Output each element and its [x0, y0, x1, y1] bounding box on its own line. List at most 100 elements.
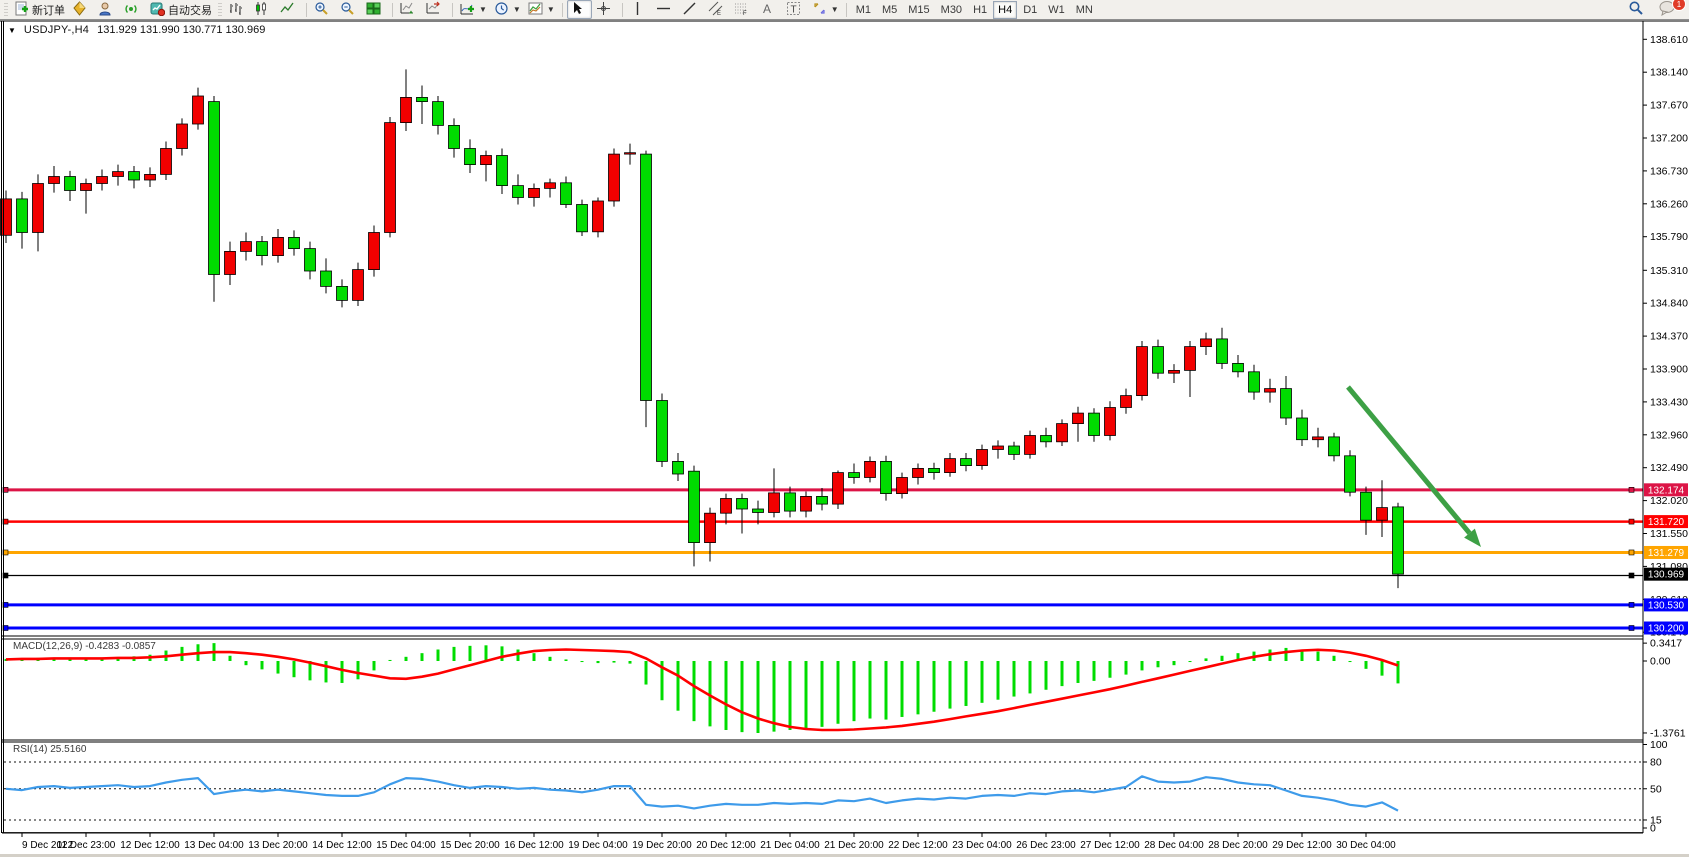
candle	[272, 229, 284, 263]
candle	[1344, 450, 1356, 497]
trendline-button[interactable]	[679, 0, 704, 19]
price-tick-label: 132.020	[1650, 495, 1688, 507]
candle	[0, 190, 12, 243]
bull-candle-body	[1136, 346, 1148, 397]
bear-candle-body	[672, 460, 684, 475]
arrows-button[interactable]: ▼	[809, 0, 842, 19]
price-tick-label: 134.840	[1650, 298, 1688, 310]
profile-button[interactable]	[95, 0, 120, 19]
bull-candle-body	[352, 269, 364, 301]
time-label: 29 Dec 12:00	[1272, 840, 1332, 851]
horizontal-line-button[interactable]	[653, 0, 678, 19]
timeframe-button-h4[interactable]: H4	[993, 0, 1018, 19]
window-bottom-strip	[0, 854, 1689, 857]
zoom-in-button[interactable]	[311, 0, 336, 19]
bar-chart-button[interactable]	[225, 0, 250, 19]
chat-bubble-icon	[1659, 0, 1676, 19]
bear-candle-body	[1232, 362, 1244, 373]
candle	[1264, 378, 1276, 403]
bear-candle-body	[656, 400, 668, 462]
price-badge-131.279-text: 131.279	[1648, 548, 1685, 559]
line-chart-button[interactable]	[277, 0, 302, 19]
toolbar-separator	[392, 2, 393, 17]
candle	[1072, 406, 1084, 442]
hline-handle[interactable]	[1628, 487, 1635, 493]
timeframe-button-m5[interactable]: M5	[881, 3, 898, 16]
hline-handle[interactable]	[1628, 549, 1635, 556]
toolbar-separator	[306, 2, 307, 17]
price-tick-label: 137.670	[1650, 100, 1688, 112]
auto-trading-button[interactable]: 自动交易	[147, 0, 215, 19]
collapse-triangle-icon[interactable]: ▼	[8, 25, 16, 35]
trend-arrow-line[interactable]	[1346, 385, 1472, 535]
fibonacci-button[interactable]: F	[731, 0, 756, 19]
templates-button[interactable]: ▼	[525, 0, 558, 19]
candle	[880, 455, 892, 501]
equidistant-channel-button[interactable]: E	[705, 0, 730, 19]
timeframe-button-h1[interactable]: H1	[973, 3, 988, 16]
candle	[1216, 327, 1228, 369]
candle	[288, 230, 300, 256]
zoom-out-button[interactable]	[337, 0, 362, 19]
hline-handle[interactable]	[1628, 625, 1635, 631]
vertical-line-button[interactable]	[627, 0, 652, 19]
timeframe-button-mn[interactable]: MN	[1075, 3, 1093, 16]
notifications-button[interactable]: 1	[1656, 0, 1686, 19]
current-price-badge	[1644, 567, 1688, 581]
hline-handle[interactable]	[1628, 572, 1635, 579]
trend-arrow-head[interactable]	[1464, 528, 1481, 547]
candle	[1328, 432, 1340, 462]
toolbar-separator	[452, 2, 453, 17]
candle	[928, 462, 940, 480]
auto-scroll-button[interactable]	[397, 0, 422, 19]
candle	[752, 500, 764, 525]
bull-candle-body	[176, 123, 188, 149]
crosshair-button[interactable]	[593, 0, 618, 19]
time-label: 22 Dec 12:00	[888, 840, 948, 851]
periods-button[interactable]: ▼	[491, 0, 524, 19]
bull-candle-body	[384, 122, 396, 233]
timeframe-button-w1[interactable]: W1	[1048, 3, 1065, 16]
indicators-button[interactable]: ▼	[457, 0, 490, 19]
bull-candle-body	[1184, 346, 1196, 371]
chevron-down-icon: ▼	[830, 5, 839, 14]
tile-windows-button[interactable]	[363, 0, 388, 19]
candlestick-button[interactable]	[251, 0, 276, 19]
macd-axis-label: -1.3761	[1650, 727, 1686, 739]
toolbar-separator	[621, 2, 623, 17]
bear-candle-body	[464, 148, 476, 166]
new-order-button[interactable]: 新订单	[11, 0, 68, 19]
text-label-button[interactable]: T	[783, 0, 808, 19]
price-tick-label: 135.790	[1650, 231, 1688, 243]
new-order-icon	[14, 1, 29, 19]
bull-candle-body	[608, 153, 620, 202]
hline-handle[interactable]	[1628, 602, 1635, 608]
bull-candle-body	[80, 183, 92, 191]
timeframe-button-m30[interactable]: M30	[940, 3, 963, 16]
bear-candle-body	[432, 101, 444, 126]
search-button[interactable]	[1625, 0, 1650, 19]
cursor-button[interactable]	[566, 0, 592, 19]
timeframe-button-d1[interactable]: D1	[1023, 3, 1038, 16]
candle	[1360, 486, 1372, 535]
text-button[interactable]: A	[757, 0, 782, 19]
hline-handle[interactable]	[1628, 518, 1635, 525]
candle	[592, 197, 604, 238]
candle	[416, 85, 428, 124]
candle	[640, 150, 652, 428]
bear-candle-body	[288, 236, 300, 249]
signals-button[interactable]	[121, 0, 146, 19]
market-watch-button[interactable]	[69, 0, 94, 19]
time-label: 30 Dec 04:00	[1336, 840, 1396, 851]
bull-candle-body	[192, 95, 204, 125]
candle	[1168, 364, 1180, 383]
bull-candle-body	[160, 148, 172, 175]
bull-candle-body	[832, 472, 844, 505]
bear-candle-body	[128, 171, 140, 181]
timeframe-button-m1[interactable]: M1	[855, 3, 871, 16]
timeframe-button-m15[interactable]: M15	[908, 3, 930, 16]
price-badge-131.279	[1644, 545, 1688, 559]
bull-candle-body	[112, 171, 124, 177]
chart-shift-button[interactable]	[423, 0, 448, 19]
time-label: 9 Dec 2022	[22, 840, 74, 851]
